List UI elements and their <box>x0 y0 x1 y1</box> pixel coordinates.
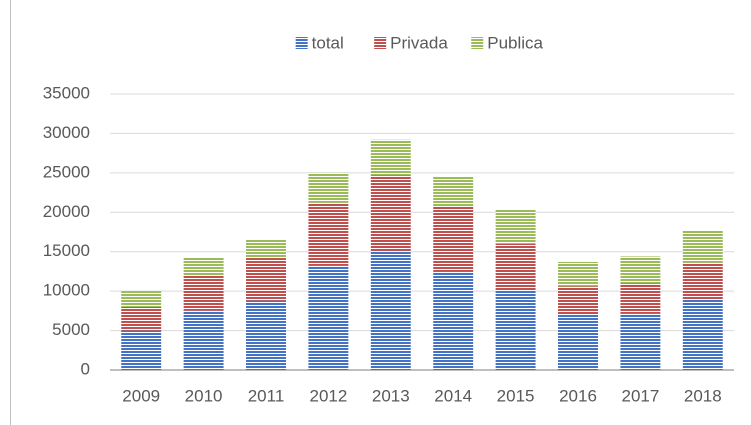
x-tick-label: 2012 <box>309 386 347 405</box>
x-tick-label: 2016 <box>559 386 597 405</box>
bar-segment <box>183 257 224 276</box>
bar-segment <box>620 256 661 284</box>
x-tick-label: 2018 <box>684 386 722 405</box>
bar-segment <box>121 330 162 370</box>
y-tick-label: 35000 <box>43 83 90 102</box>
bar-segment <box>308 172 349 203</box>
x-tick-label: 2014 <box>434 386 472 405</box>
y-tick-label: 5000 <box>52 320 90 339</box>
x-tick-label: 2015 <box>497 386 535 405</box>
y-tick-label: 15000 <box>43 241 90 260</box>
bar-segment <box>183 275 224 311</box>
bar-segment <box>495 243 536 291</box>
x-tick-label: 2009 <box>122 386 160 405</box>
y-tick-label: 30000 <box>43 123 90 142</box>
x-tick-label: 2010 <box>185 386 223 405</box>
bar-segment <box>620 313 661 370</box>
x-tick-label: 2013 <box>372 386 410 405</box>
bar-segment <box>682 230 723 263</box>
bar-segment <box>246 239 286 259</box>
bar-segment <box>433 271 474 370</box>
bar-segment <box>246 300 286 370</box>
bar-segment <box>558 314 598 370</box>
bar-segment <box>370 251 411 370</box>
legend-label: Publica <box>487 33 543 52</box>
bar-segment <box>682 299 723 370</box>
bar-segment <box>558 261 598 287</box>
bar-segment <box>620 283 661 314</box>
bar-segment <box>495 209 536 244</box>
bar-segment <box>370 175 411 252</box>
y-tick-label: 20000 <box>43 202 90 221</box>
legend-swatch <box>374 37 387 49</box>
x-tick-label: 2011 <box>248 386 285 405</box>
y-tick-label: 10000 <box>43 281 90 300</box>
legend-label: total <box>312 33 344 52</box>
bar-segment <box>246 258 286 301</box>
bar-segment <box>308 265 349 370</box>
bar-segment <box>682 262 723 300</box>
bar-segment <box>121 291 162 307</box>
legend-swatch <box>471 37 484 49</box>
y-tick-label: 25000 <box>43 162 90 181</box>
legend-swatch <box>295 37 308 49</box>
bar-segment <box>121 306 162 331</box>
bar-segment <box>558 286 598 315</box>
y-tick-label: 0 <box>81 359 90 378</box>
legend-label: Privada <box>390 33 448 52</box>
bar-segment <box>433 176 474 207</box>
bar-segment <box>308 202 349 266</box>
bar-segment <box>495 290 536 370</box>
bar-segment <box>370 139 411 176</box>
x-tick-label: 2017 <box>621 386 659 405</box>
bar-segment <box>433 206 474 272</box>
bar-segment <box>183 310 224 370</box>
